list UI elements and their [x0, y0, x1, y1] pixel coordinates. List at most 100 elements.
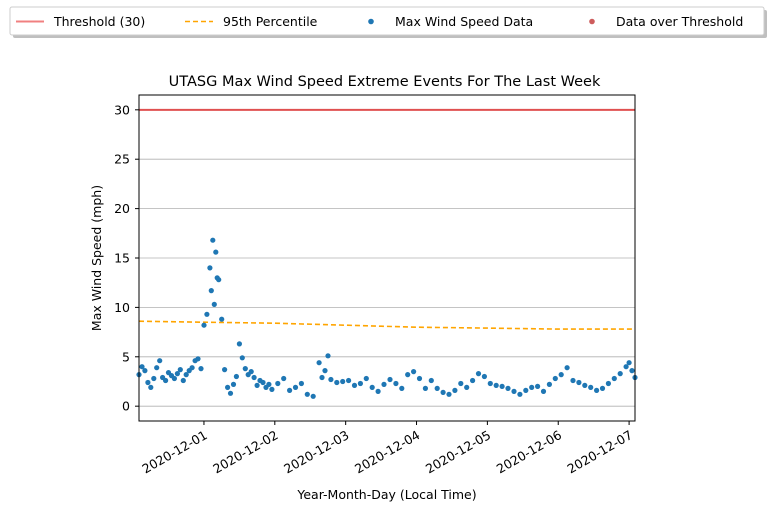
wind-speed-point [458, 380, 464, 387]
wind-speed-point [242, 366, 248, 372]
wind-speed-point [325, 353, 331, 359]
wind-speed-point [369, 384, 375, 390]
wind-speed-point [629, 368, 635, 374]
wind-speed-point [208, 288, 214, 294]
wind-speed-point [222, 367, 228, 373]
wind-speed-point [157, 358, 163, 364]
wind-speed-point [564, 365, 570, 371]
wind-speed-point [422, 385, 428, 391]
wind-speed-point [605, 380, 612, 387]
legend-percentile-label: 95th Percentile [223, 14, 318, 29]
legend-frame [9, 6, 765, 36]
y-tick-label: 25 [114, 152, 130, 167]
wind-speed-point [227, 390, 234, 396]
y-axis-title: Max Wind Speed (mph) [89, 185, 104, 331]
wind-speed-point [617, 371, 623, 377]
wind-speed-point [251, 374, 257, 381]
wind-speed-point [148, 384, 154, 390]
wind-speed-point [275, 380, 281, 387]
chart-title: UTASG Max Wind Speed Extreme Events For … [169, 74, 601, 90]
wind-speed-point [346, 377, 352, 384]
wind-speed-point [292, 384, 299, 390]
wind-speed-point [588, 384, 594, 390]
legend-data-swatch [368, 18, 374, 25]
wind-speed-point [357, 380, 363, 387]
wind-speed-point [198, 366, 204, 372]
wind-speed-point [204, 311, 210, 317]
wind-speed-point [287, 387, 293, 393]
y-tick-label: 20 [114, 201, 130, 216]
wind-speed-point [623, 364, 629, 370]
wind-speed-point [611, 375, 617, 382]
wind-speed-point [219, 316, 225, 322]
wind-speed-point [180, 377, 186, 384]
wind-speed-point [381, 381, 387, 387]
wind-speed-point [535, 383, 541, 389]
wind-speed-point [328, 376, 334, 383]
wind-speed-point [310, 393, 316, 399]
y-tick-label: 5 [122, 349, 130, 364]
wind-speed-point [233, 373, 239, 380]
wind-speed-point [529, 384, 535, 390]
wind-speed-point [177, 367, 183, 373]
x-tick-label: 2020-12-07 [565, 427, 635, 476]
wind-speed-point [319, 374, 325, 381]
wind-speed-point [570, 377, 576, 384]
wind-speed-point [213, 249, 219, 255]
wind-speed-point [248, 369, 254, 375]
wind-speed-point [239, 355, 245, 361]
wind-speed-point [340, 378, 346, 385]
wind-speed-point [298, 380, 304, 387]
wind-speed-point [446, 391, 452, 397]
wind-speed-point [163, 377, 169, 384]
x-tick-label: 2020-12-02 [210, 427, 280, 476]
percentile-95-line [138, 320, 635, 330]
wind-speed-point [171, 375, 177, 382]
wind-speed-point [487, 380, 493, 387]
wind-speed-point [269, 386, 275, 392]
wind-speed-point [304, 391, 310, 397]
wind-speed-point [511, 388, 517, 394]
y-axis: 0 5 10 15 20 25 30 [114, 102, 139, 414]
x-tick-label: 2020-12-04 [352, 427, 422, 476]
wind-speed-point [316, 360, 322, 366]
wind-speed-point [546, 381, 553, 387]
wind-speed-point [393, 380, 399, 387]
wind-speed-point [207, 265, 213, 271]
wind-speed-point [154, 365, 160, 371]
wind-speed-point [517, 391, 523, 397]
wind-speed-point [475, 371, 482, 377]
wind-speed-point [626, 360, 632, 366]
points-layer [136, 237, 638, 399]
wind-speed-point [505, 385, 511, 391]
wind-speed-point [151, 375, 157, 382]
wind-speed-point [387, 376, 393, 383]
wind-speed-point [582, 382, 588, 388]
wind-speed-point [493, 382, 499, 388]
wind-speed-point [470, 377, 476, 384]
wind-speed-point [481, 373, 487, 380]
wind-speed-point [363, 375, 369, 382]
x-tick-label: 2020-12-06 [494, 427, 564, 476]
y-tick-label: 10 [114, 300, 130, 315]
wind-speed-point [411, 369, 417, 375]
legend-data-label: Max Wind Speed Data [395, 14, 533, 29]
wind-speed-point [599, 385, 606, 391]
legend-over-threshold-swatch [589, 18, 595, 25]
wind-speed-point [434, 385, 440, 391]
wind-speed-point [540, 388, 547, 394]
y-tick-label: 15 [114, 251, 130, 266]
wind-speed-point [189, 365, 195, 371]
y-tick-label: 0 [122, 399, 130, 414]
wind-speed-point [142, 368, 148, 374]
wind-speed-point [145, 379, 151, 386]
wind-speed-point [523, 387, 529, 393]
wind-speed-point [216, 277, 222, 283]
wind-speed-point [558, 372, 564, 378]
x-tick-label: 2020-12-05 [423, 427, 493, 476]
x-axis-title: Year-Month-Day (Local Time) [296, 487, 476, 502]
wind-speed-point [281, 375, 287, 382]
wind-speed-point [428, 377, 434, 384]
wind-speed-point [230, 381, 237, 387]
percentile-layer [138, 320, 635, 330]
